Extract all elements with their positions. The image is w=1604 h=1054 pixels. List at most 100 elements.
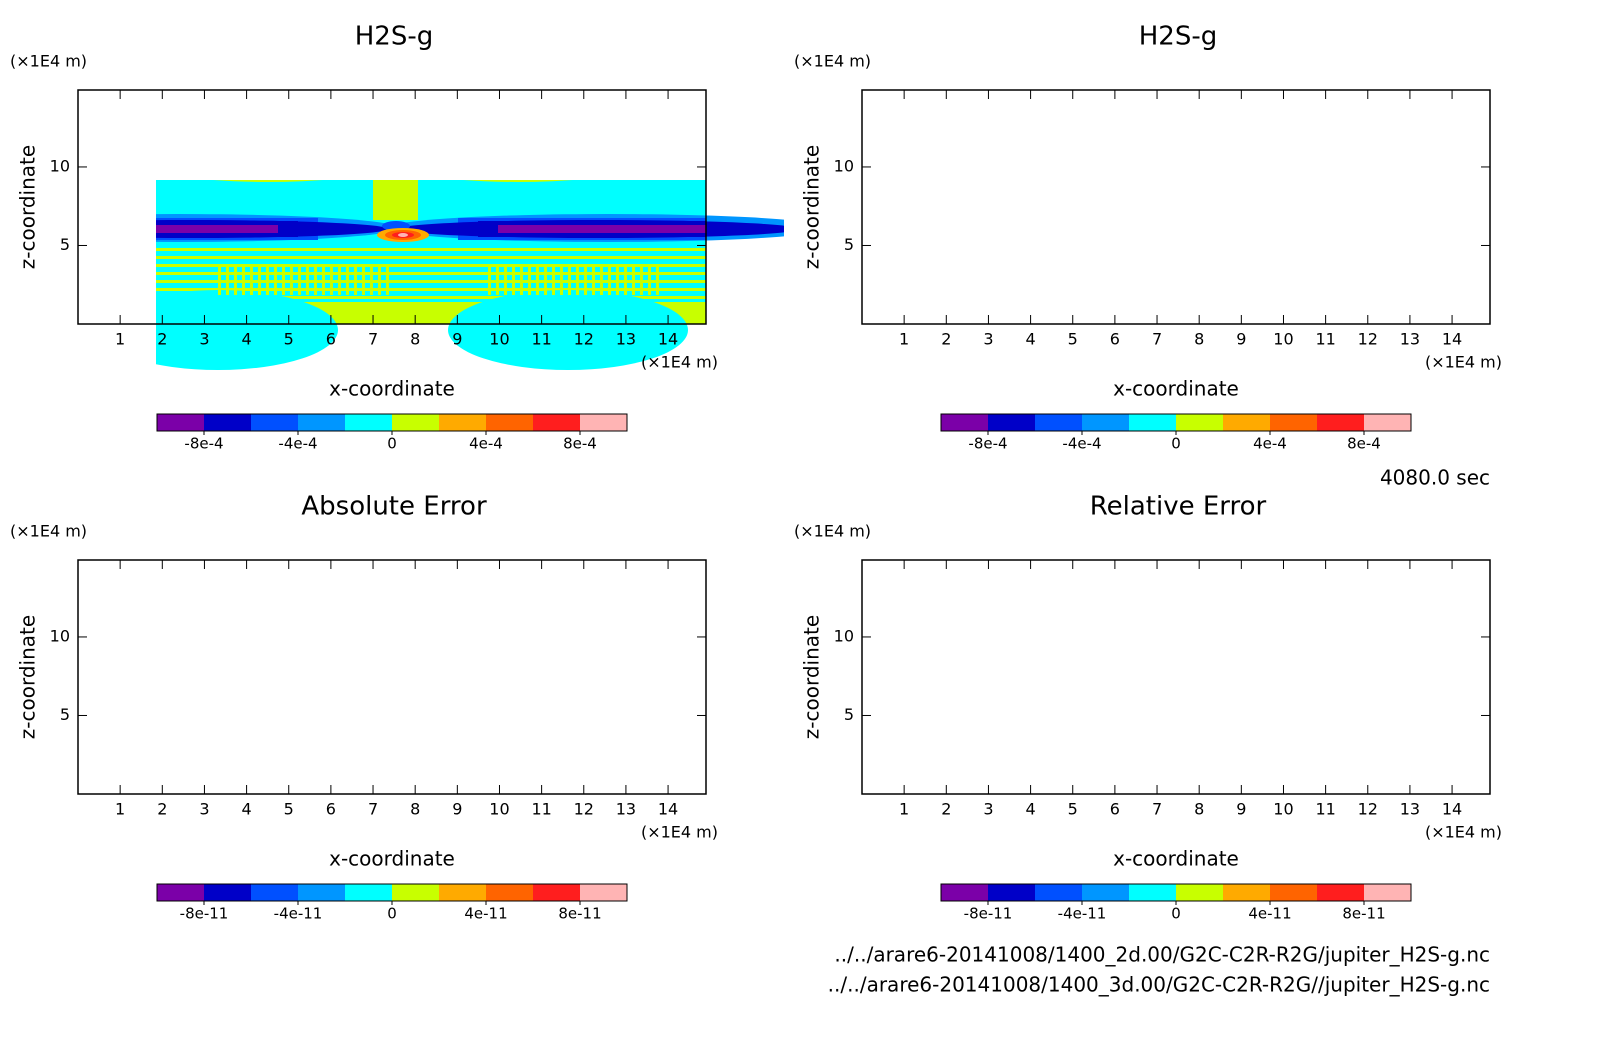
contour-fill <box>156 280 706 283</box>
contour-fill <box>1034 265 1037 295</box>
y-tick-label: 5 <box>844 705 854 724</box>
colorbar-cell <box>486 884 533 901</box>
contour-fill <box>608 265 611 295</box>
contour-fill <box>1304 265 1307 295</box>
contour-fill <box>1074 265 1077 295</box>
contour-fill <box>1408 265 1411 295</box>
colorbar-cell <box>1317 884 1364 901</box>
panel-title: H2S-g <box>1139 22 1217 52</box>
colorbar-cell <box>1082 884 1129 901</box>
contour-fill <box>862 280 1490 283</box>
x-tick-label: 1 <box>115 330 125 349</box>
x-tick-label: 8 <box>410 330 420 349</box>
x-tick-label: 3 <box>199 330 209 349</box>
contour-fill <box>1098 265 1101 295</box>
contour-fill <box>862 221 1082 237</box>
colorbar-tick-label: -8e-4 <box>184 435 223 453</box>
contour-fill <box>1182 233 1192 237</box>
contour-fill <box>1026 265 1029 295</box>
contour-fill <box>504 265 507 295</box>
contour-fill <box>266 265 269 295</box>
x-tick-label: 14 <box>658 800 678 819</box>
contour-fill <box>1288 265 1291 295</box>
y-tick-label: 5 <box>60 235 70 254</box>
x-tick-label: 1 <box>899 800 909 819</box>
contour-fill <box>373 180 418 220</box>
contour-fill <box>398 233 408 237</box>
contour-fill <box>1376 265 1379 295</box>
x-tick-label: 2 <box>941 800 951 819</box>
colorbar-tick-label: 4e-4 <box>1253 435 1287 453</box>
contour-fill <box>640 265 643 295</box>
colorbar-tick-label: 4e-4 <box>469 435 503 453</box>
x-unit: (×1E4 m) <box>641 353 718 372</box>
y-unit: (×1E4 m) <box>10 52 87 71</box>
contour-fill <box>346 265 349 295</box>
x-tick-label: 13 <box>616 800 636 819</box>
contour-fill <box>1162 265 1165 295</box>
contour-fill <box>226 265 229 295</box>
contour-fill <box>496 265 499 295</box>
contour-fill <box>1157 140 1202 220</box>
contour-fill <box>156 312 706 315</box>
contour-fill <box>156 290 338 370</box>
contour-fill <box>1312 265 1315 295</box>
contour-fill <box>156 256 706 259</box>
contour-fill <box>1432 265 1435 295</box>
contour-fill <box>1384 265 1387 295</box>
contour-fill <box>1368 265 1371 295</box>
contour-fill <box>862 272 1490 275</box>
contour-fill <box>156 288 706 291</box>
x-tick-label: 8 <box>1194 330 1204 349</box>
contour-fill <box>544 265 547 295</box>
colorbar-cell <box>1082 414 1129 431</box>
contour-fill <box>1106 265 1109 295</box>
contour-fill <box>1320 265 1323 295</box>
colorbar-cell <box>1129 884 1176 901</box>
contour-fill <box>560 265 563 295</box>
contour-fill <box>338 265 341 295</box>
y-tick-label: 10 <box>834 626 854 645</box>
plot-frame <box>77 559 707 795</box>
colorbar-cell <box>251 884 298 901</box>
contour-fill <box>386 265 389 295</box>
contour-fill <box>1424 265 1427 295</box>
contour-fill <box>1392 265 1395 295</box>
contour-fill <box>242 265 245 295</box>
x-tick-label: 10 <box>1273 330 1293 349</box>
x-tick-label: 13 <box>1400 330 1420 349</box>
x-tick-label: 4 <box>1025 800 1035 819</box>
x-tick-label: 12 <box>1358 330 1378 349</box>
colorbar-cell <box>298 414 345 431</box>
colorbar-tick-label: 8e-4 <box>1347 435 1381 453</box>
contour-fill <box>1010 265 1013 295</box>
contour-fill <box>448 290 688 370</box>
colorbar-cell <box>251 414 298 431</box>
contour-fill <box>1166 221 1194 231</box>
y-unit: (×1E4 m) <box>794 522 871 541</box>
x-tick-label: 6 <box>1110 800 1120 819</box>
contour-fill <box>322 265 325 295</box>
contour-fill <box>1169 230 1205 240</box>
contour-fill <box>1172 214 1604 242</box>
x-tick-label: 7 <box>368 800 378 819</box>
contour-fill <box>1127 102 1477 182</box>
contour-fill <box>1328 265 1331 295</box>
x-tick-label: 7 <box>1152 800 1162 819</box>
contour-fill <box>156 225 278 233</box>
contour-fill <box>1282 225 1490 233</box>
panel-title: Absolute Error <box>301 492 487 522</box>
contour-fill <box>298 265 301 295</box>
y-unit: (×1E4 m) <box>10 522 87 541</box>
colorbar-tick-label: -4e-4 <box>278 435 317 453</box>
colorbar-tick-label: 8e-11 <box>1342 905 1385 923</box>
contour-fill <box>463 180 573 182</box>
contour-fill <box>78 118 706 136</box>
x-label: x-coordinate <box>329 377 455 401</box>
contour-fill <box>632 265 635 295</box>
x-tick-label: 6 <box>326 800 336 819</box>
contour-fill <box>1296 265 1299 295</box>
contour-fill <box>1360 265 1363 295</box>
colorbar-cell <box>1270 414 1317 431</box>
